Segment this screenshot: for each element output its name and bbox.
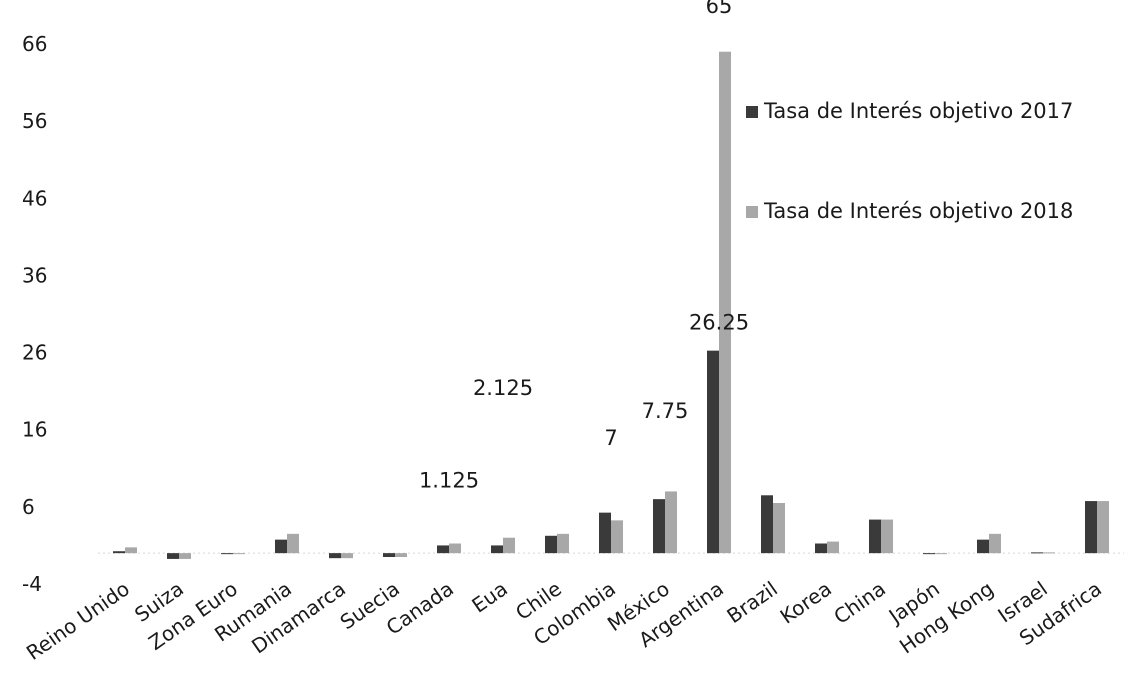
bar-2017 [707, 350, 719, 554]
legend-swatch [746, 206, 758, 218]
bar-2018 [233, 553, 245, 555]
data-label: 26.25 [689, 310, 749, 334]
bar-2017 [167, 553, 179, 559]
x-tick-label: Korea [776, 576, 836, 628]
y-tick-label: 36 [22, 263, 47, 287]
bar-2017 [437, 545, 449, 554]
bar-2017 [1085, 501, 1097, 554]
bar-2017 [869, 519, 881, 554]
x-tick-label: China [829, 576, 890, 628]
bar-2017 [653, 499, 665, 554]
bar-2018 [179, 553, 191, 559]
bar-2017 [545, 535, 557, 554]
bar-2017 [761, 495, 773, 554]
bar-2017 [329, 553, 341, 559]
bar-2018 [1043, 552, 1055, 554]
y-tick-label: -4 [22, 572, 42, 596]
bar-2017 [383, 553, 395, 557]
bar-2017 [1031, 552, 1043, 554]
bar-2018 [287, 533, 299, 554]
legend: Tasa de Interés objetivo 2017 Tasa de Int… [746, 99, 1073, 223]
bar-2018 [935, 553, 947, 555]
bar-2017 [923, 553, 935, 555]
x-tick-label: Brazil [722, 576, 781, 628]
legend-label: Tasa de Interés objetivo 2017 [763, 99, 1073, 123]
bar-2017 [491, 545, 503, 554]
bar-2018 [557, 533, 569, 554]
y-tick-label: 26 [22, 341, 47, 365]
x-tick-label: Eua [467, 576, 512, 617]
bar-2018 [503, 537, 515, 554]
bar-2017 [113, 551, 125, 554]
bar-2018 [881, 519, 893, 554]
y-tick-label: 66 [22, 32, 47, 56]
bar-2017 [977, 539, 989, 554]
bar-2018 [989, 533, 1001, 554]
bar-2017 [815, 543, 827, 554]
bars [113, 51, 1109, 559]
bar-2018 [665, 491, 677, 554]
legend-label: Tasa de Interés objetivo 2018 [763, 199, 1073, 223]
bar-2018 [611, 520, 623, 554]
bar-2018 [719, 51, 731, 554]
bar-2018 [827, 541, 839, 554]
bar-2018 [125, 547, 137, 554]
data-label: 7.75 [642, 399, 689, 423]
bar-2018 [773, 503, 785, 554]
y-axis-ticks: -4 6 16 26 36 46 56 66 [22, 32, 47, 596]
y-tick-label: 6 [22, 495, 35, 519]
y-tick-label: 56 [22, 109, 47, 133]
legend-swatch [746, 106, 758, 118]
bar-2018 [1097, 501, 1109, 554]
bar-2017 [275, 539, 287, 554]
bar-2018 [449, 543, 461, 554]
data-label: 7 [604, 426, 617, 450]
bar-2018 [395, 553, 407, 557]
bar-2018 [341, 553, 353, 559]
data-labels: 1.125 2.125 7 7.75 26.25 65 [419, 0, 749, 493]
bar-2017 [221, 553, 233, 555]
bar-2017 [599, 512, 611, 554]
data-label: 2.125 [473, 376, 533, 400]
y-tick-label: 16 [22, 418, 47, 442]
data-label: 65 [706, 0, 733, 18]
data-label: 1.125 [419, 469, 479, 493]
y-tick-label: 46 [22, 186, 47, 210]
